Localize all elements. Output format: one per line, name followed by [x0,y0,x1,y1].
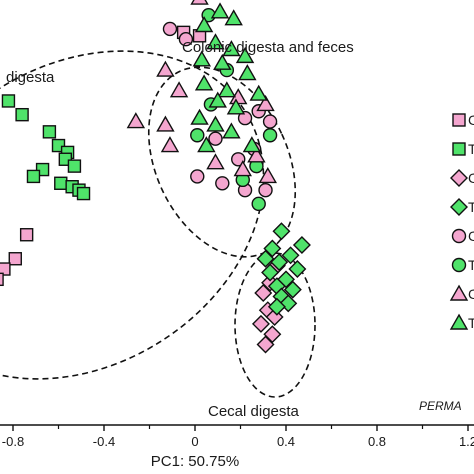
annotation-cecal-digesta: Cecal digesta [208,403,300,420]
x-tick-label: -0.8 [2,434,24,449]
scatter-point-pink-triangle [156,60,175,77]
scatter-points [0,0,311,354]
scatter-point-green-triangle [197,136,216,153]
scatter-point-green-triangle [192,50,212,67]
x-tick-label: 0.8 [368,434,386,449]
scatter-point-green-square [1,94,16,108]
scatter-point-pink-diamond [251,314,270,333]
scatter-point-green-circle [262,128,278,143]
scatter-point-green-square [26,169,41,184]
scatter-point-pink-circle [215,176,230,191]
legend-marker-pink-square [452,113,466,127]
scatter-point-green-triangle [226,98,246,115]
scatter-point-green-triangle [190,108,209,125]
scatter-point-pink-triangle [256,94,275,112]
ellipse-cecal-digesta [234,252,316,398]
x-tick-label: 0.4 [277,434,295,449]
x-axis: -0.8 -0.4 0 0.4 0.8 1.2 PC1: 50.75% [0,424,474,470]
legend-marker-green-circle [451,257,467,273]
scatter-point-pink-circle [262,114,278,129]
scatter-point-green-diamond [261,263,280,282]
scatter-point-pink-triangle [190,0,209,5]
legend-marker-pink-diamond [450,169,468,187]
scatter-point-green-circle [190,128,205,143]
legend-marker-green-diamond [450,198,468,216]
scatter-point-green-diamond [292,236,311,255]
legend-label: C [468,112,474,128]
legend-label: C [468,170,474,186]
scatter-point-pink-diamond [254,284,273,303]
scatter-point-green-square [67,159,82,173]
legend-label: T [468,141,474,157]
scatter-point-pink-square [0,272,4,287]
legend-label: C [468,286,474,302]
scatter-point-green-diamond [283,280,302,299]
scatter-point-pink-square [8,252,22,266]
scatter-point-pink-triangle [156,115,175,132]
scatter-point-pink-triangle [206,153,225,170]
scatter-point-green-triangle [208,91,227,108]
legend-label: C [468,228,474,244]
scatter-point-green-triangle [213,53,232,70]
legend-label: T [468,257,474,273]
scatter-point-pink-circle [208,131,223,146]
legend-label: T [468,315,474,331]
legend-marker-green-triangle [449,313,469,330]
legend-marker-pink-triangle [449,284,469,301]
scatter-point-pink-circle [258,182,273,198]
x-axis-ticks: -0.8 -0.4 0 0.4 0.8 1.2 [2,425,474,449]
scatter-point-green-triangle [194,74,214,91]
scatter-point-green-triangle [222,122,241,139]
scatter-point-pink-triangle [233,160,252,177]
legend-label: T [468,199,474,215]
scatter-point-green-circle [251,196,266,212]
scatter-point-green-diamond [272,222,291,241]
scatter-point-pink-triangle [169,81,189,98]
scatter-point-green-square [54,176,68,190]
x-tick-label: 1.2 [459,434,474,449]
annotation-permanova: PERMA [419,399,462,413]
scatter-point-green-diamond [256,249,275,268]
scatter-point-pink-triangle [126,112,146,129]
scatter-point-green-diamond [267,297,286,316]
scatter-point-green-triangle [206,115,225,132]
scatter-point-pink-circle [162,21,178,37]
scatter-point-green-diamond [270,253,289,272]
scatter-point-green-triangle [217,81,237,98]
scatter-point-green-diamond [288,260,307,279]
x-tick-label: -0.4 [93,434,115,449]
legend-marker-green-square [452,142,466,156]
scatter-point-pink-diamond [263,325,282,344]
scatter-point-green-triangle [222,40,241,57]
scatter-point-pink-square [0,262,11,276]
scatter-point-green-triangle [249,84,268,101]
annotation-ileal-digesta: digesta [6,69,55,86]
scatter-point-green-triangle [206,33,225,50]
legend-marker-pink-circle [451,228,467,244]
scatter-point-green-square [76,186,91,201]
x-axis-label: PC1: 50.75% [151,453,239,470]
scatter-point-pink-triangle [247,146,266,163]
scatter-point-green-triangle [224,9,243,26]
scatter-point-pink-triangle [258,167,278,184]
scatter-point-pink-square [19,228,34,242]
scatter-point-pink-diamond [256,335,275,354]
scatter-point-pink-triangle [160,136,180,153]
scatter-point-green-triangle [235,46,255,64]
x-tick-label: 0 [191,434,198,449]
scatter-point-green-triangle [210,2,230,19]
scatter-point-green-triangle [194,16,214,33]
scatter-point-green-triangle [242,136,262,153]
scatter-point-green-triangle [238,64,257,81]
annotation-colonic-digesta-feces: Colonic digesta and feces [182,39,354,56]
scatter-point-green-diamond [263,239,282,258]
scatter-point-pink-circle [237,110,253,126]
scatter-point-pink-circle [190,169,205,184]
scatter-point-pink-circle [178,32,194,47]
scatter-point-green-square [42,125,57,139]
scatter-point-green-square [15,107,29,122]
scatter-point-green-diamond [281,246,300,265]
